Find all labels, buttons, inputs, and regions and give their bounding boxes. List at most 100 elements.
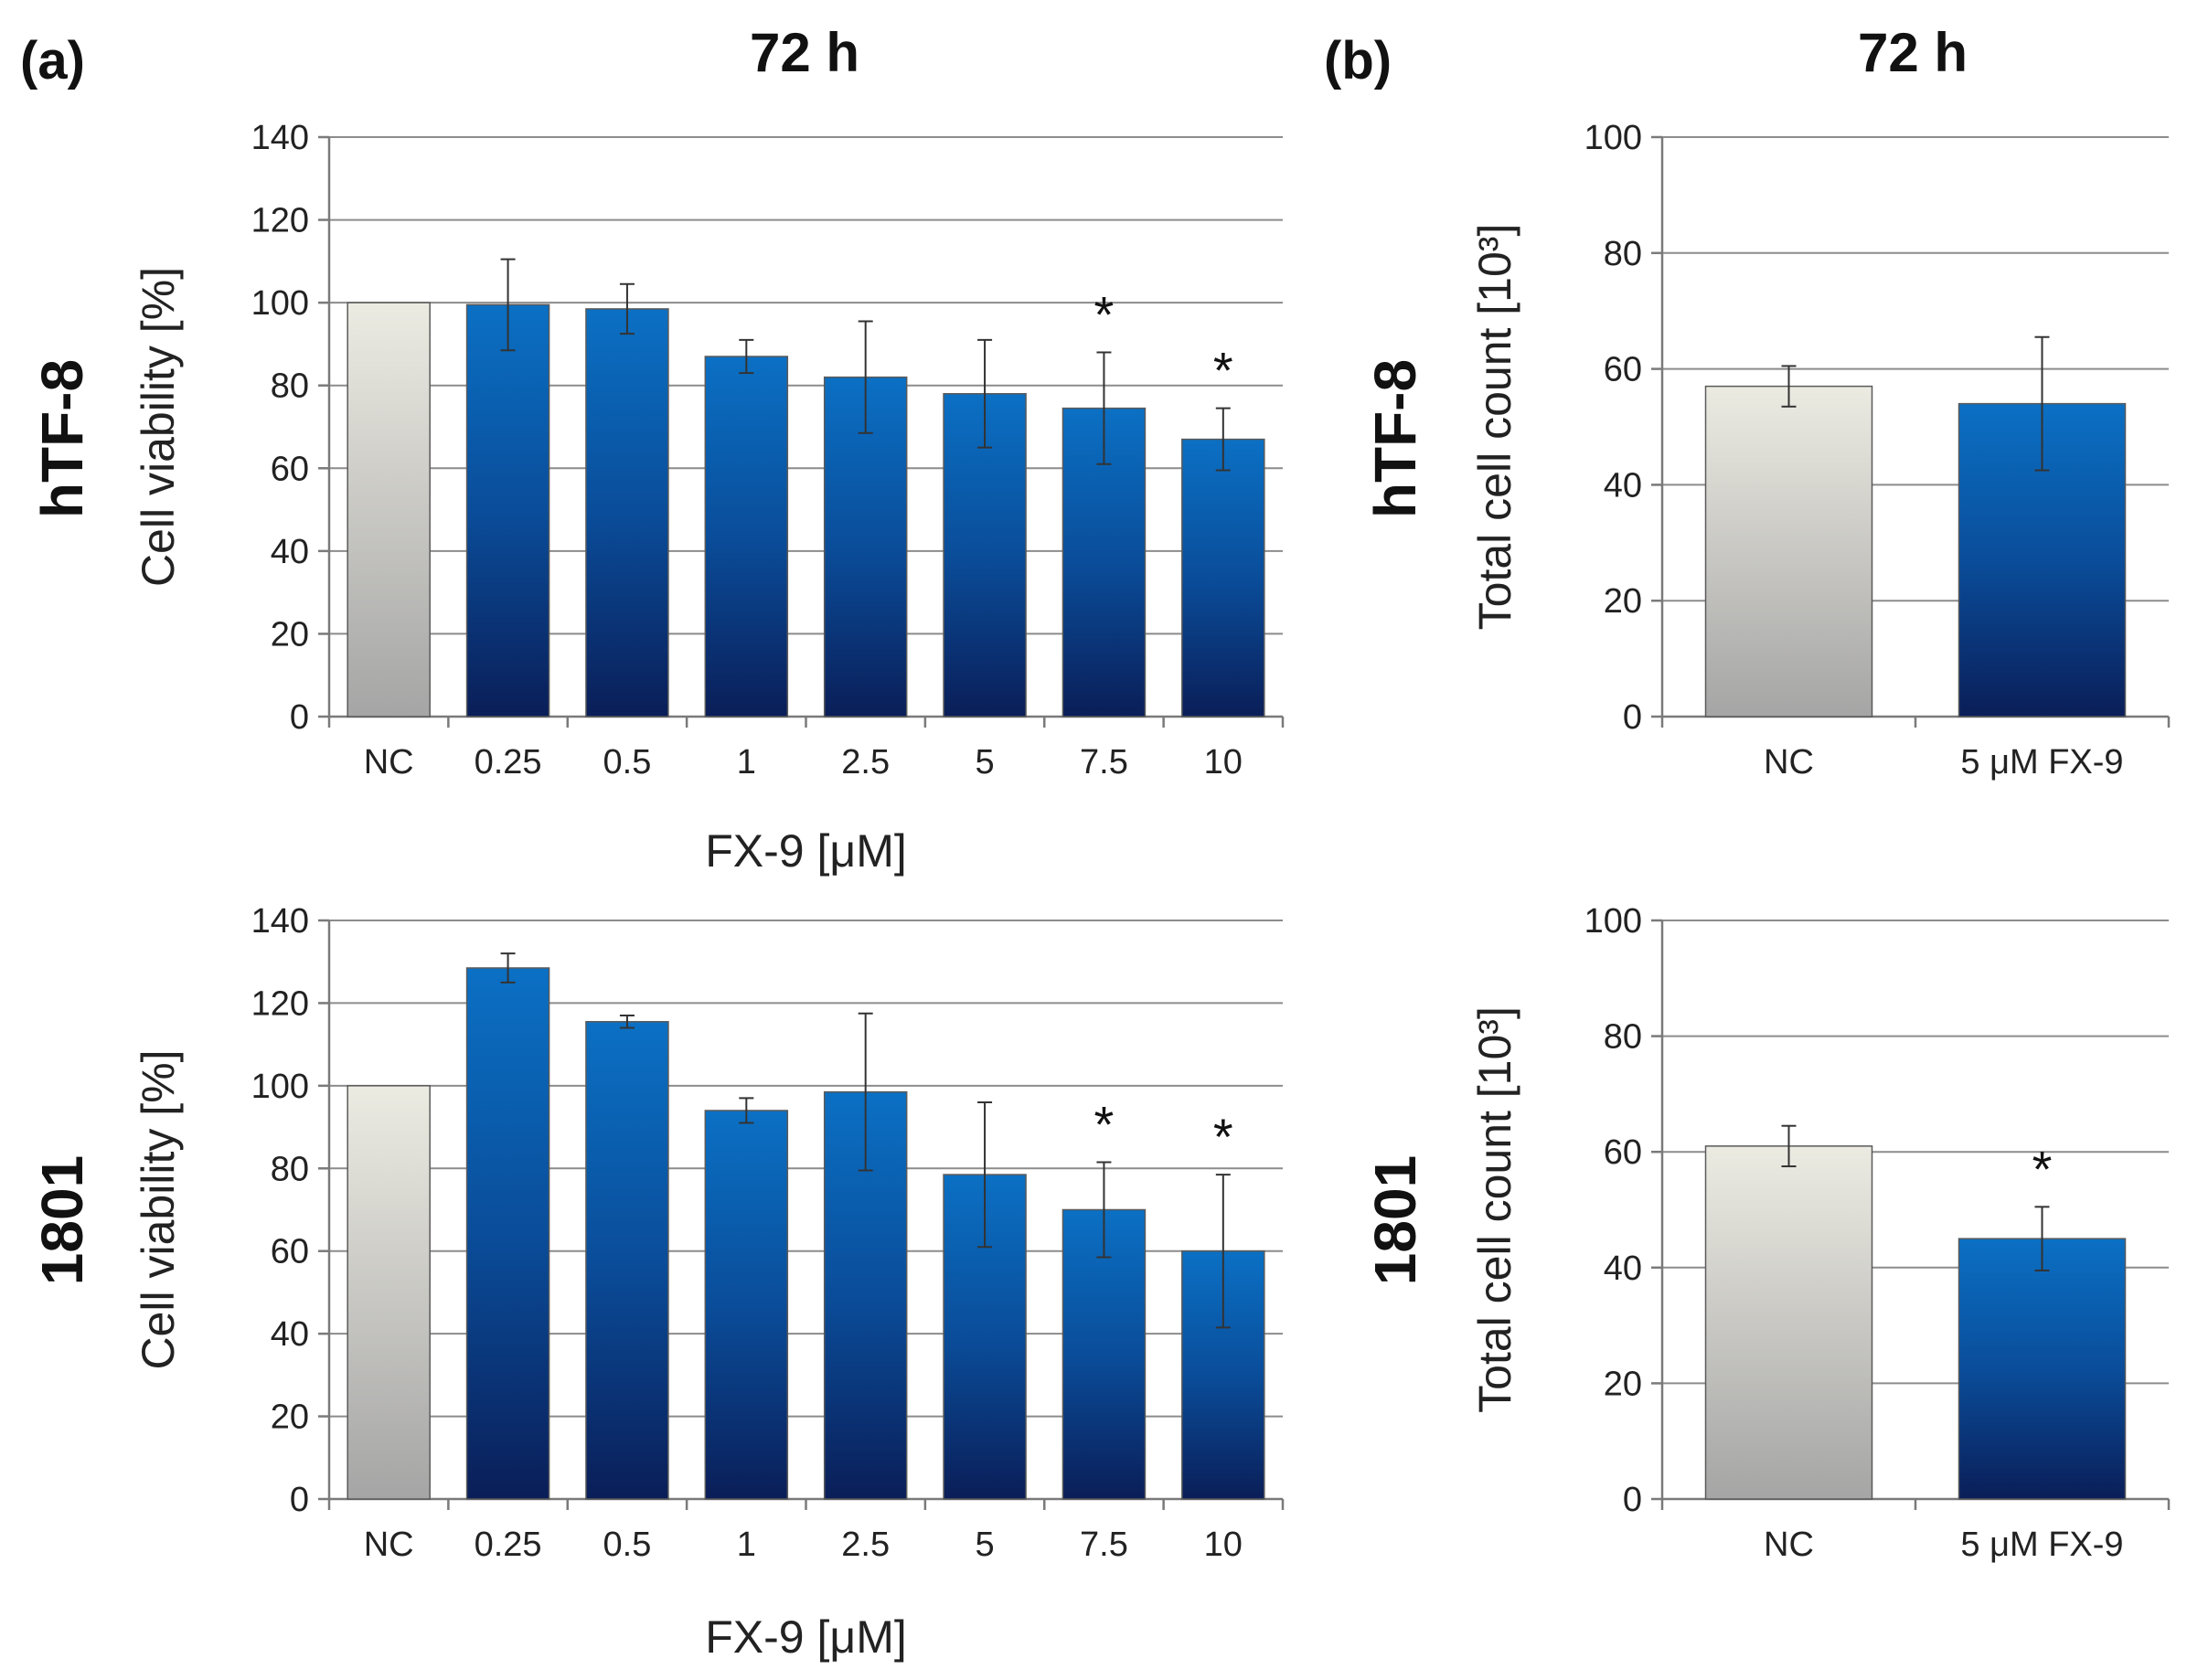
significance-marker: * [2032,1140,2053,1197]
x-tick-label: 1 [737,743,756,782]
row-label-1801: 1801 [29,1155,95,1285]
y-tick-label: 80 [271,367,309,406]
y-axis-title: Total cell count [10³] [1469,224,1520,631]
x-tick-label: NC [1764,1526,1814,1564]
chart-cellcount-1801: 0 20 40 60 80 100 NC * 5 μM FX-9 Total cell count… [1469,902,2171,1564]
x-tick-label: 10 [1204,1526,1243,1564]
x-tick-label: 0.25 [475,1526,542,1564]
error-bar [619,282,635,335]
y-tick-label: 60 [1604,351,1642,389]
row-label-1801-b: 1801 [1362,1155,1428,1285]
x-tick-label: 0.5 [603,1526,652,1564]
error-bar [1096,351,1112,465]
y-tick-label: 80 [271,1150,309,1188]
bar-NC [347,302,431,718]
y-axis-title: Cell viability [%] [133,1049,184,1369]
error-bar [739,338,754,375]
y-tick-label: 120 [251,202,309,240]
y-tick-label: 20 [1604,582,1642,621]
error-bar [977,338,993,449]
bar-0.5 [585,308,669,718]
y-tick-label: 20 [271,1398,309,1437]
y-tick-label: 100 [251,1068,309,1106]
bar-0.25 [465,303,550,718]
y-tick-label: 80 [1604,235,1642,273]
error-bar [2034,1206,2050,1271]
y-tick-label: 60 [271,450,309,488]
bar-10 [1181,438,1265,718]
error-bar [977,1101,993,1249]
y-tick-label: 60 [271,1233,309,1271]
bar-1 [704,1110,789,1500]
x-tick-label: 5 [975,743,994,782]
y-tick-label: 100 [251,284,309,323]
y-tick-label: 40 [271,1315,309,1354]
y-axis-title: Total cell count [10³] [1469,1006,1520,1413]
y-tick-label: 40 [1604,1249,1642,1288]
y-axis-title: Cell viability [%] [133,267,184,587]
x-tick-label: NC [364,1526,414,1564]
error-bar [1781,365,1797,408]
x-tick-label: 5 μM FX-9 [1960,743,2123,782]
row-label-htf8: hTF-8 [29,359,95,518]
error-bar [1096,1161,1112,1259]
chart-cellcount-htf8: 0 20 40 60 80 100 NC 5 μM FX-9 Total cell count … [1469,119,2171,782]
x-tick-label: 10 [1204,743,1243,782]
y-tick-label: 40 [271,533,309,571]
bar-5--M-FX-9 [1958,1238,2127,1500]
error-bar [1215,1174,1231,1329]
x-tick-label: 2.5 [841,743,890,782]
x-tick-label: 1 [737,1526,756,1564]
x-tick-label: NC [364,743,414,782]
x-tick-label: NC [1764,743,1814,782]
error-bar [619,1014,635,1029]
y-tick-label: 120 [251,984,309,1023]
x-axis-title: FX-9 [μM] [705,825,906,877]
error-bar [858,1012,873,1172]
bar-0.25 [465,967,550,1500]
y-tick-label: 80 [1604,1018,1642,1057]
y-tick-label: 20 [271,615,309,654]
title-panel-b: 72 h [1858,22,1968,83]
bar-NC [1704,385,1873,718]
error-bar [1781,1124,1797,1168]
significance-marker: * [1213,1108,1233,1165]
panel-label-b: (b) [1324,31,1392,90]
title-panel-a: 72 h [750,22,859,83]
chart-viability-1801: 0 20 40 60 80 100 120 140 NC 0.25 0.5 1 2.5 5 * 7.5 * 10 C… [133,902,1285,1663]
error-bar [739,1097,754,1124]
x-axis-title: FX-9 [μM] [705,1611,906,1663]
row-label-htf8-b: hTF-8 [1362,359,1428,518]
error-bar [500,952,516,984]
y-tick-label: 0 [1623,698,1642,737]
y-tick-label: 140 [251,902,309,941]
error-bar [500,258,516,352]
y-tick-label: 20 [1604,1365,1642,1403]
y-tick-label: 100 [1584,902,1642,941]
error-bar [858,320,873,434]
x-tick-label: 7.5 [1080,743,1128,782]
error-bar [2034,335,2050,472]
y-tick-label: 60 [1604,1133,1642,1172]
y-tick-label: 0 [290,1481,309,1519]
error-bar [1215,407,1231,472]
x-tick-label: 5 μM FX-9 [1960,1526,2123,1564]
significance-marker: * [1094,285,1115,343]
chart-viability-htf8: 0 20 40 60 80 100 120 140 NC 0.25 0.5 1 2.5 5 * 7.5 * 10 C… [133,119,1285,877]
panel-label-a: (a) [20,31,85,90]
significance-marker: * [1094,1096,1115,1154]
significance-marker: * [1213,342,1233,399]
y-tick-label: 140 [251,119,309,157]
bar-NC [1704,1145,1873,1500]
y-tick-label: 100 [1584,119,1642,157]
bar-NC [347,1085,431,1500]
x-tick-label: 5 [975,1526,994,1564]
x-tick-label: 0.25 [475,743,542,782]
x-tick-label: 2.5 [841,1526,890,1564]
x-tick-label: 7.5 [1080,1526,1128,1564]
bar-0.5 [585,1021,669,1500]
y-tick-label: 40 [1604,466,1642,505]
y-tick-label: 0 [1623,1481,1642,1519]
bar-1 [704,356,789,718]
